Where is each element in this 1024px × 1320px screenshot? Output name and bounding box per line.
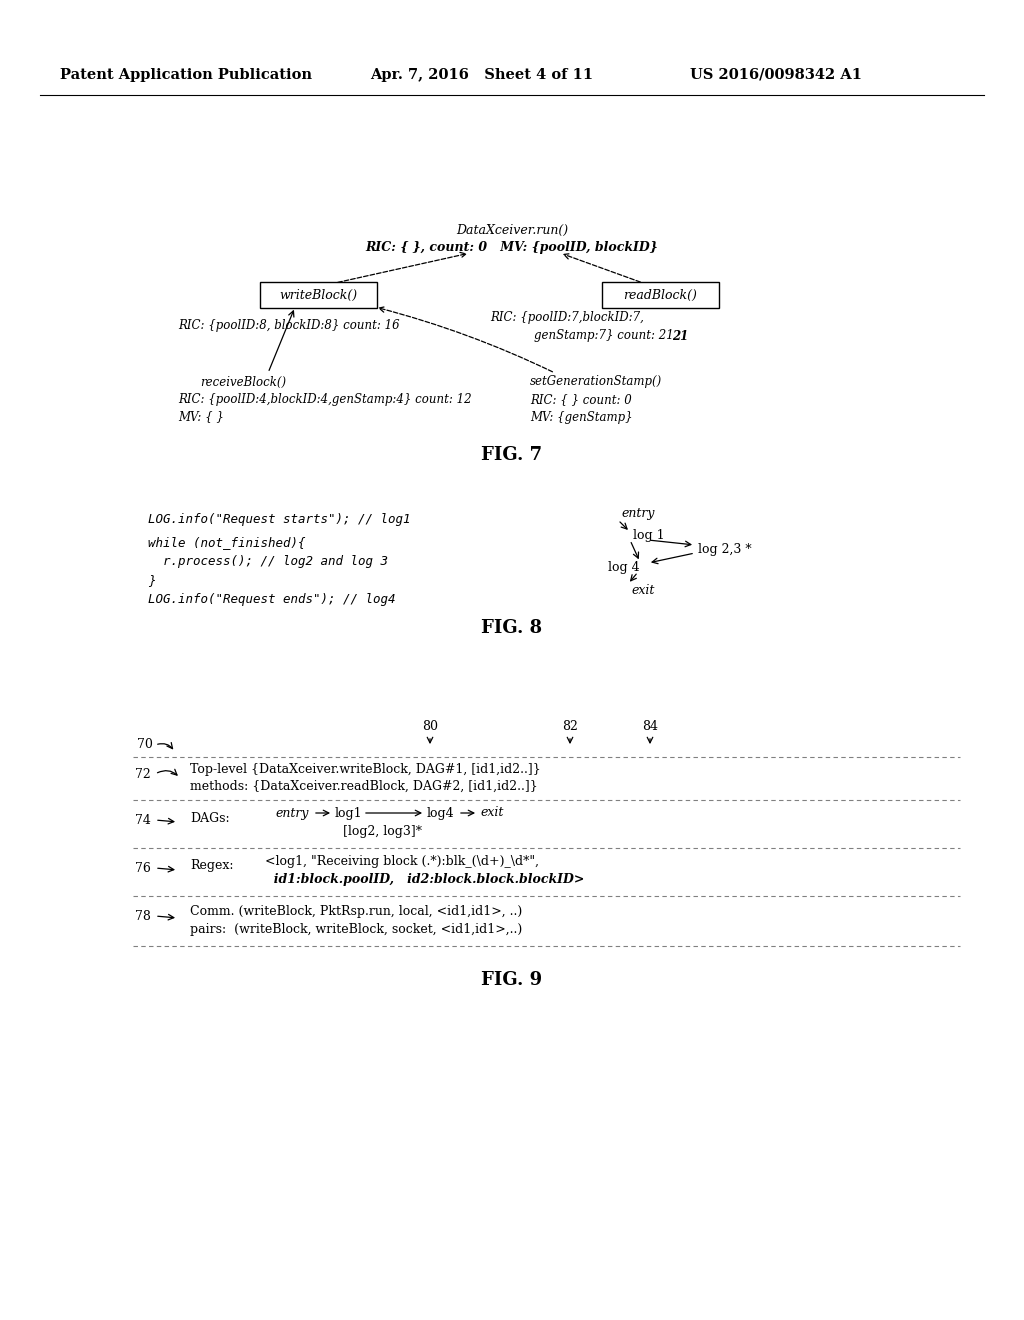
Text: MV: {genStamp}: MV: {genStamp} <box>530 411 633 424</box>
Text: log 2,3 *: log 2,3 * <box>698 543 752 556</box>
Text: [log2, log3]*: [log2, log3]* <box>343 825 422 838</box>
Text: RIC: {poolID:4,blockID:4,genStamp:4} count: 12: RIC: {poolID:4,blockID:4,genStamp:4} cou… <box>178 393 472 407</box>
Text: setGenerationStamp(): setGenerationStamp() <box>530 375 663 388</box>
Text: 82: 82 <box>562 719 578 733</box>
Text: 78: 78 <box>135 909 151 923</box>
Text: 76: 76 <box>135 862 151 874</box>
Text: log4: log4 <box>427 807 455 820</box>
Text: Patent Application Publication: Patent Application Publication <box>60 69 312 82</box>
Text: RIC: {poolID:7,blockID:7,: RIC: {poolID:7,blockID:7, <box>490 312 644 325</box>
Text: entry: entry <box>275 807 308 820</box>
Text: FIG. 9: FIG. 9 <box>481 972 543 989</box>
Text: LOG.info("Request starts"); // log1: LOG.info("Request starts"); // log1 <box>148 513 411 527</box>
FancyBboxPatch shape <box>601 282 719 308</box>
Text: writeBlock(): writeBlock() <box>279 289 357 301</box>
Text: log 4: log 4 <box>608 561 640 573</box>
Text: while (not_finished){: while (not_finished){ <box>148 536 305 549</box>
Text: Regex:: Regex: <box>190 858 233 871</box>
Text: }: } <box>148 574 156 587</box>
Text: LOG.info("Request ends"); // log4: LOG.info("Request ends"); // log4 <box>148 594 395 606</box>
Text: RIC: { }, count: 0   MV: {poolID, blockID}: RIC: { }, count: 0 MV: {poolID, blockID} <box>366 242 658 255</box>
Text: 74: 74 <box>135 813 151 826</box>
Text: Comm. (writeBlock, PktRsp.run, local, <id1,id1>, ..): Comm. (writeBlock, PktRsp.run, local, <i… <box>190 906 522 919</box>
Text: id1:block.poolID,   id2:block.block.blockID>: id1:block.poolID, id2:block.block.blockI… <box>265 874 585 887</box>
Text: receiveBlock(): receiveBlock() <box>200 375 286 388</box>
Text: exit: exit <box>480 807 504 820</box>
Text: Top-level {DataXceiver.writeBlock, DAG#1, [id1,id2..]}: Top-level {DataXceiver.writeBlock, DAG#1… <box>190 763 541 776</box>
Text: 84: 84 <box>642 719 658 733</box>
Text: DataXceiver.run(): DataXceiver.run() <box>456 223 568 236</box>
Text: MV: { }: MV: { } <box>178 411 224 424</box>
Text: log1: log1 <box>335 807 362 820</box>
Text: US 2016/0098342 A1: US 2016/0098342 A1 <box>690 69 862 82</box>
Text: entry: entry <box>621 507 654 520</box>
Text: DAGs:: DAGs: <box>190 812 229 825</box>
Text: 80: 80 <box>422 719 438 733</box>
Text: log 1: log 1 <box>633 529 665 543</box>
Text: RIC: { } count: 0: RIC: { } count: 0 <box>530 393 632 407</box>
Text: RIC: {poolID:8, blockID:8} count: 16: RIC: {poolID:8, blockID:8} count: 16 <box>178 318 399 331</box>
Text: r.process(); // log2 and log 3: r.process(); // log2 and log 3 <box>148 556 388 569</box>
Text: pairs:  (writeBlock, writeBlock, socket, <id1,id1>,..): pairs: (writeBlock, writeBlock, socket, … <box>190 924 522 936</box>
Text: <log1, "Receiving block (.*):blk_(\d+)_\d*",: <log1, "Receiving block (.*):blk_(\d+)_\… <box>265 855 539 869</box>
FancyBboxPatch shape <box>259 282 377 308</box>
Text: Apr. 7, 2016   Sheet 4 of 11: Apr. 7, 2016 Sheet 4 of 11 <box>370 69 593 82</box>
Text: readBlock(): readBlock() <box>623 289 697 301</box>
Text: genStamp:7} count: 21: genStamp:7} count: 21 <box>534 330 674 342</box>
Text: 21: 21 <box>672 330 688 342</box>
Text: 70: 70 <box>137 738 153 751</box>
Text: exit: exit <box>631 585 654 598</box>
Text: 72: 72 <box>135 767 151 780</box>
Text: methods: {DataXceiver.readBlock, DAG#2, [id1,id2..]}: methods: {DataXceiver.readBlock, DAG#2, … <box>190 780 538 792</box>
Text: FIG. 8: FIG. 8 <box>481 619 543 638</box>
Text: FIG. 7: FIG. 7 <box>481 446 543 465</box>
